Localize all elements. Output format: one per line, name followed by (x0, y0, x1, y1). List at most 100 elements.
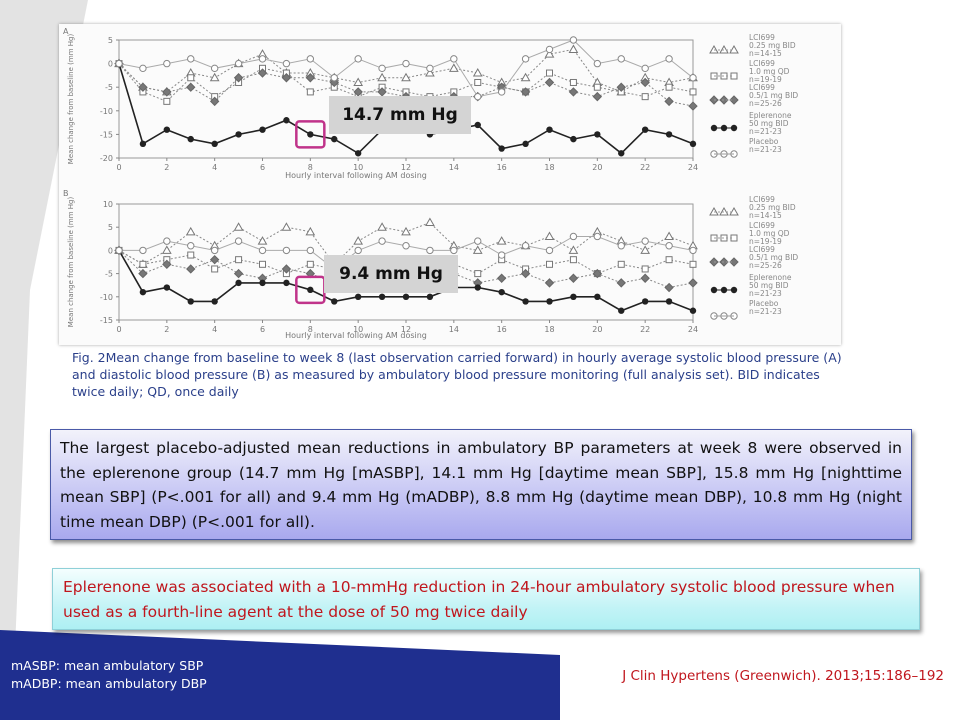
data-point (139, 246, 147, 255)
data-point (546, 298, 553, 305)
data-point (545, 45, 554, 54)
legend-label: n=14-15 (749, 211, 782, 220)
data-point (259, 126, 266, 133)
x-tick-label: 22 (640, 325, 650, 334)
chart-figure: A 5 0 -5 -10 -15 -20 0 2 4 6 8 10 12 14 16 18 20 22 24 Hourl… (59, 24, 841, 345)
data-point (497, 88, 506, 96)
y-axis-label: Mean change from baseline (mm Hg) (67, 34, 75, 165)
data-point (402, 59, 410, 68)
data-point (281, 222, 292, 231)
legend-marker (729, 95, 739, 105)
data-point (520, 87, 531, 97)
data-point (521, 55, 530, 63)
data-point (569, 256, 577, 264)
data-point (163, 59, 171, 68)
data-point (544, 278, 555, 288)
abbreviations: mASBP: mean ambulatory SBP mADBP: mean a… (11, 657, 207, 693)
data-point (641, 93, 649, 101)
data-point (544, 49, 555, 58)
data-point (353, 87, 363, 97)
legend-label: 1.0 mg QD (749, 229, 790, 238)
legend-label: LCI699 (749, 245, 775, 254)
data-point (378, 293, 386, 300)
data-point (474, 121, 481, 129)
data-point (306, 260, 314, 268)
legend-label: 0.25 mg BID (749, 41, 796, 50)
x-tick-label: 8 (308, 163, 313, 172)
abbreviation-masbp: mASBP: mean ambulatory SBP (11, 658, 204, 673)
bottom-navy-band (0, 630, 560, 720)
data-point (162, 259, 172, 270)
callout-panel-a-label: 14.7 mm Hg (342, 105, 458, 125)
data-point (378, 64, 386, 73)
data-point (498, 145, 505, 152)
data-point (161, 245, 172, 254)
data-point (163, 284, 171, 291)
data-point (641, 64, 649, 73)
x-tick-label: 20 (592, 325, 602, 334)
x-tick-label: 24 (688, 163, 698, 172)
data-point (187, 135, 194, 143)
legend-label: Placebo (749, 299, 779, 308)
data-point (234, 59, 243, 68)
data-point (186, 82, 196, 92)
data-point (474, 284, 481, 291)
data-point (520, 72, 531, 82)
x-tick-label: 2 (164, 163, 169, 172)
data-point (618, 150, 625, 157)
data-point (569, 78, 577, 86)
y-tick-label: 5 (108, 223, 113, 232)
callout-panel-b-label: 9.4 mm Hg (339, 264, 443, 284)
data-point (234, 237, 243, 245)
data-point (664, 96, 674, 107)
data-point (617, 260, 625, 268)
data-point (568, 87, 579, 97)
data-point (139, 288, 147, 296)
data-point (306, 88, 314, 96)
x-tick-label: 14 (449, 325, 459, 334)
y-tick-label: -10 (100, 107, 113, 116)
data-point (281, 73, 292, 83)
y-tick-label: -5 (105, 270, 113, 279)
legend-label: Eplerenone (749, 111, 792, 120)
data-point (688, 278, 698, 288)
series-line (118, 48, 694, 93)
conclusion-box: Eplerenone was associated with a 10-mmHg… (52, 568, 920, 630)
data-point (377, 87, 387, 97)
data-point (569, 36, 578, 44)
legend-label: n=14-15 (749, 49, 782, 58)
legend-label: n=19-19 (749, 237, 782, 246)
legend-label: LCI699 (749, 83, 775, 92)
legend-marker (729, 257, 739, 267)
x-tick-label: 14 (449, 163, 459, 172)
legend-label: 0.5/1 mg BID (749, 253, 798, 262)
summary-box: The largest placebo-adjusted mean reduct… (50, 429, 912, 540)
data-point (641, 126, 649, 133)
data-point (138, 268, 148, 279)
legend-label: n=21-23 (749, 307, 782, 316)
legend-label: n=25-26 (749, 99, 782, 108)
x-tick-label: 12 (401, 163, 411, 172)
data-point (426, 64, 434, 73)
legend-label: n=25-26 (749, 261, 782, 270)
data-point (568, 273, 579, 283)
data-point (186, 264, 196, 274)
data-point (546, 126, 553, 133)
data-point (354, 55, 362, 63)
data-point (210, 64, 219, 73)
panel-b-letter: B (63, 189, 69, 198)
legend-label: n=19-19 (749, 75, 782, 84)
callout-panel-a: 14.7 mm Hg (329, 96, 471, 134)
data-point (665, 242, 673, 250)
data-point (497, 251, 506, 259)
data-point (496, 273, 507, 283)
legend-label: LCI699 (749, 195, 775, 204)
data-point (210, 246, 219, 255)
left-grey-band (0, 0, 88, 720)
data-point (331, 298, 338, 305)
data-point (570, 135, 577, 143)
data-point (258, 55, 267, 63)
data-point (235, 279, 242, 287)
data-point (688, 101, 698, 111)
data-point (209, 72, 220, 82)
